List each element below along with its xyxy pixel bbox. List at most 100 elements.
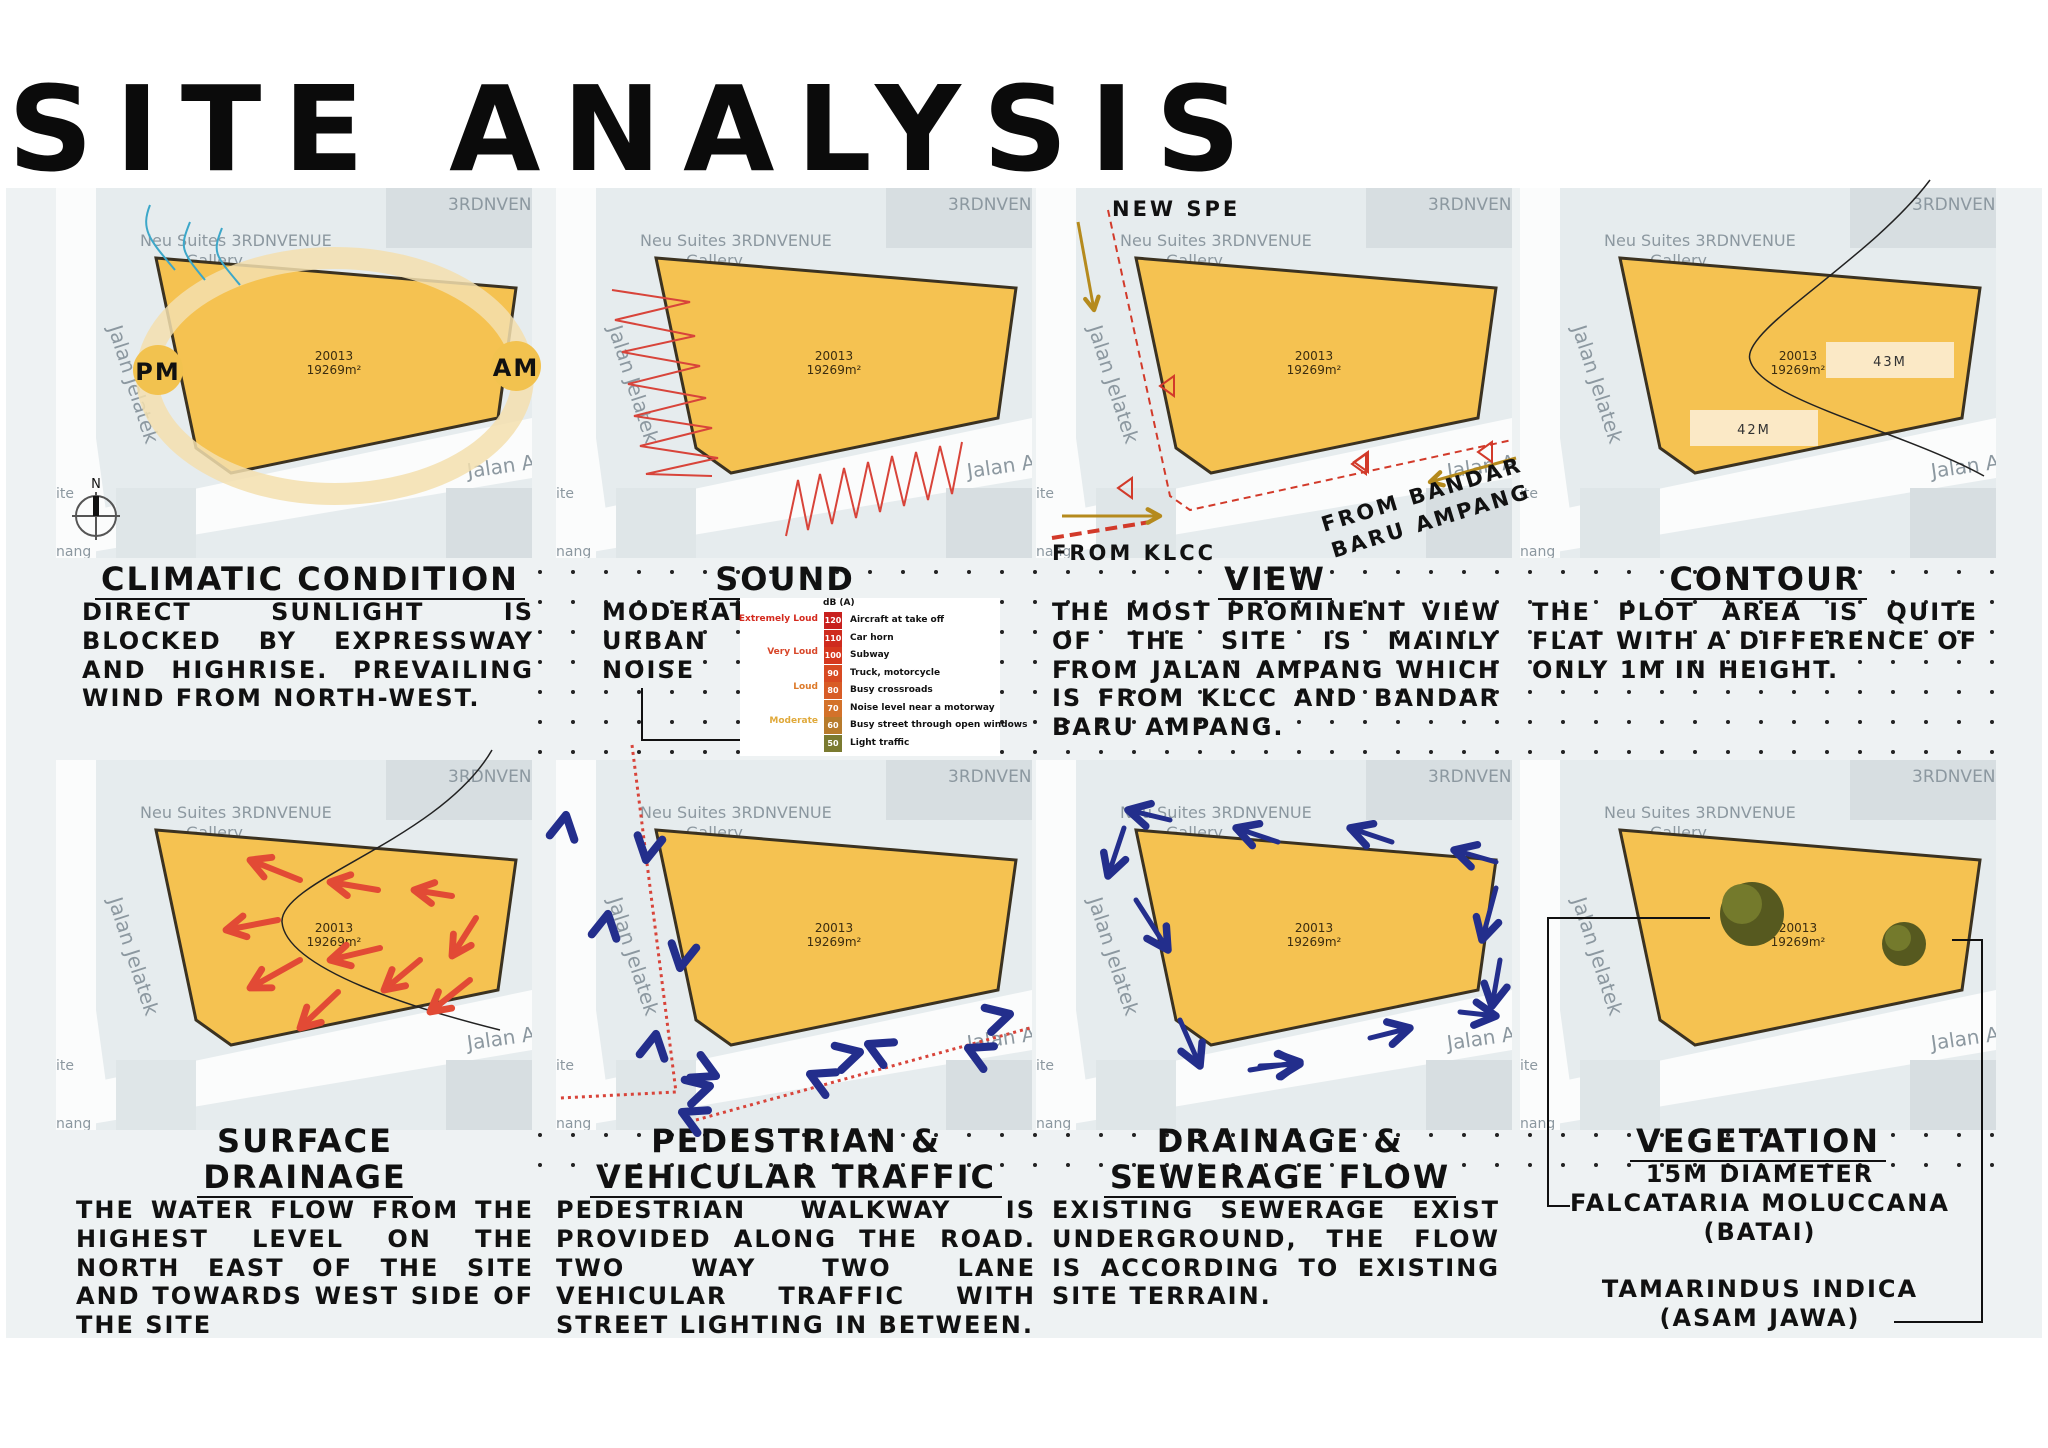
legend-db-cell: 100 — [824, 647, 842, 664]
legend-category: Extremely Loud — [738, 614, 818, 624]
plot-number: 20013 — [315, 921, 353, 935]
legend-description: Busy crossroads — [850, 685, 933, 695]
noise-legend: dB (A) 120 Aircraft at take off 110 Car hor… — [738, 598, 1027, 756]
legend-db-cell: 110 — [824, 629, 842, 647]
legend-category: Very Loud — [767, 647, 818, 657]
map-edge-label: ite — [556, 486, 574, 502]
map-building-label: Neu Suites 3RDNVENUE — [140, 803, 332, 822]
map-edge-label: ite — [56, 1058, 74, 1074]
legend-description: Busy street through open windows — [850, 720, 1028, 730]
map-surface-drainage: 3RDNVENUENeu Suites 3RDNVENUEGalleryJala… — [56, 760, 532, 1130]
legend-description: Aircraft at take off — [850, 615, 945, 625]
map-climatic: 3RDNVENUENeu Suites 3RDNVENUEGalleryJala… — [56, 188, 532, 558]
heading-contour: CONTOUR — [1560, 561, 1970, 600]
map-contour: 3RDNVENUENeu Suites 3RDNVENUEGalleryJala… — [1520, 188, 1996, 558]
map-edge-label-2: nang — [1520, 544, 1555, 558]
map-building-label: Neu Suites 3RDNVENUE — [1120, 803, 1312, 822]
legend-category: Moderate — [769, 716, 818, 726]
map-brand-label: 3RDNVENUE — [448, 767, 532, 787]
map-brand-label: 3RDNVENUE — [1428, 195, 1512, 215]
building-block — [1850, 760, 1996, 820]
map-vegetation: 3RDNVENUENeu Suites 3RDNVENUEGalleryJala… — [1520, 760, 1996, 1130]
map-edge-label-2: nang — [1036, 1116, 1071, 1130]
building-block — [886, 188, 1032, 248]
map-building-label: Neu Suites 3RDNVENUE — [640, 803, 832, 822]
site-plot — [654, 828, 1018, 1047]
plot-area: 19269m² — [807, 935, 862, 949]
map-edge-label-2: nang — [556, 1116, 591, 1130]
map-brand-label: 3RDNVENUE — [948, 767, 1032, 787]
map-brand-label: 3RDNVENUE — [448, 195, 532, 215]
heading-climatic: CLIMATIC CONDITION — [80, 561, 540, 600]
sound-note: MODERATE URBAN NOISE — [602, 598, 767, 684]
map-building-label: Neu Suites 3RDNVENUE — [640, 231, 832, 250]
plot-area: 19269m² — [307, 935, 362, 949]
map-building-label: Neu Suites 3RDNVENUE — [1604, 231, 1796, 250]
page-title: SITE ANALYSIS — [8, 60, 1263, 198]
text-view: THE MOST PROMINENT VIEW OF THE SITE IS M… — [1052, 598, 1500, 742]
legend-db-cell: 60 — [824, 717, 842, 734]
legend-header: dB (A) — [823, 598, 855, 608]
legend-category: Loud — [793, 682, 818, 692]
plot-area: 19269m² — [1287, 363, 1342, 377]
map-edge-label: ite — [1036, 1058, 1054, 1074]
legend-db-cell: 80 — [824, 682, 842, 699]
plot-number: 20013 — [1779, 921, 1817, 935]
legend-description: Noise level near a motorway — [850, 702, 995, 713]
map-sewerage: 3RDNVENUENeu Suites 3RDNVENUEGalleryJala… — [1036, 760, 1512, 1130]
legend-description: Subway — [850, 650, 890, 660]
heading-vegetation: VEGETATION — [1600, 1123, 1916, 1162]
map-sound: 3RDNVENUENeu Suites 3RDNVENUEGalleryJala… — [556, 188, 1032, 558]
legend-description: Car horn — [850, 632, 894, 643]
plot-number: 20013 — [315, 349, 353, 363]
map-edge-label: ite — [1520, 486, 1538, 502]
text-vegetation: 15M DIAMETER FALCATARIA MOLUCCANA (BATAI… — [1570, 1160, 1950, 1333]
building-block — [386, 188, 532, 248]
map-edge-label: ite — [56, 486, 74, 502]
text-contour: THE PLOT AREA IS QUITE FLAT WITH A DIFFE… — [1532, 598, 1978, 684]
plot-number: 20013 — [815, 921, 853, 935]
map-traffic: 3RDNVENUENeu Suites 3RDNVENUEGalleryJala… — [556, 760, 1032, 1130]
map-edge-label-2: nang — [56, 1116, 91, 1130]
legend-description: Light traffic — [850, 737, 910, 748]
dot-grid — [538, 570, 1994, 754]
text-surface-drainage: THE WATER FLOW FROM THE HIGHEST LEVEL ON… — [76, 1196, 534, 1340]
legend-db-cell: 120 — [824, 612, 842, 629]
legend-description: Truck, motorcycle — [850, 667, 941, 678]
plot-area: 19269m² — [307, 363, 362, 377]
heading-sewerage: DRAINAGE & SEWERAGE FLOW — [1100, 1123, 1460, 1198]
map-building-label: Neu Suites 3RDNVENUE — [140, 231, 332, 250]
legend-db-cell: 50 — [824, 734, 842, 752]
map-edge-label: ite — [1036, 486, 1054, 502]
map-edge-label-2: nang — [1520, 1116, 1555, 1130]
plot-area: 19269m² — [1287, 935, 1342, 949]
text-traffic: PEDESTRIAN WALKWAY IS PROVIDED ALONG THE… — [556, 1196, 1036, 1340]
map-brand-label: 3RDNVENUE — [1912, 195, 1996, 215]
map-edge-label: ite — [1520, 1058, 1538, 1074]
plot-number: 20013 — [1295, 921, 1333, 935]
text-climatic: DIRECT SUNLIGHT IS BLOCKED BY EXPRESSWAY… — [82, 598, 534, 713]
map-edge-label-2: nang — [1036, 544, 1071, 558]
map-brand-label: 3RDNVENUE — [1428, 767, 1512, 787]
map-view: 3RDNVENUENeu Suites 3RDNVENUEGalleryJala… — [1036, 188, 1512, 558]
site-plot — [1134, 828, 1498, 1047]
map-edge-label-2: nang — [556, 544, 591, 558]
map-brand-label: 3RDNVENUE — [948, 195, 1032, 215]
plot-number: 20013 — [815, 349, 853, 363]
dot-grid-lower — [538, 1133, 1994, 1167]
heading-sound: SOUND — [620, 561, 950, 600]
building-block — [886, 760, 1032, 820]
map-brand-label: 3RDNVENUE — [1912, 767, 1996, 787]
plot-area: 19269m² — [1771, 935, 1826, 949]
legend-db-cell: 70 — [824, 699, 842, 717]
heading-traffic: PEDESTRIAN & VEHICULAR TRAFFIC — [576, 1123, 1016, 1198]
plot-area: 19269m² — [1771, 363, 1826, 377]
legend-db-cell: 90 — [824, 664, 842, 682]
map-building-label: Neu Suites 3RDNVENUE — [1604, 803, 1796, 822]
plot-area: 19269m² — [807, 363, 862, 377]
plot-number: 20013 — [1779, 349, 1817, 363]
heading-view: VIEW — [1100, 561, 1450, 600]
text-sewerage: EXISTING SEWERAGE EXIST UNDERGROUND, THE… — [1052, 1196, 1500, 1311]
map-edge-label-2: nang — [56, 544, 91, 558]
